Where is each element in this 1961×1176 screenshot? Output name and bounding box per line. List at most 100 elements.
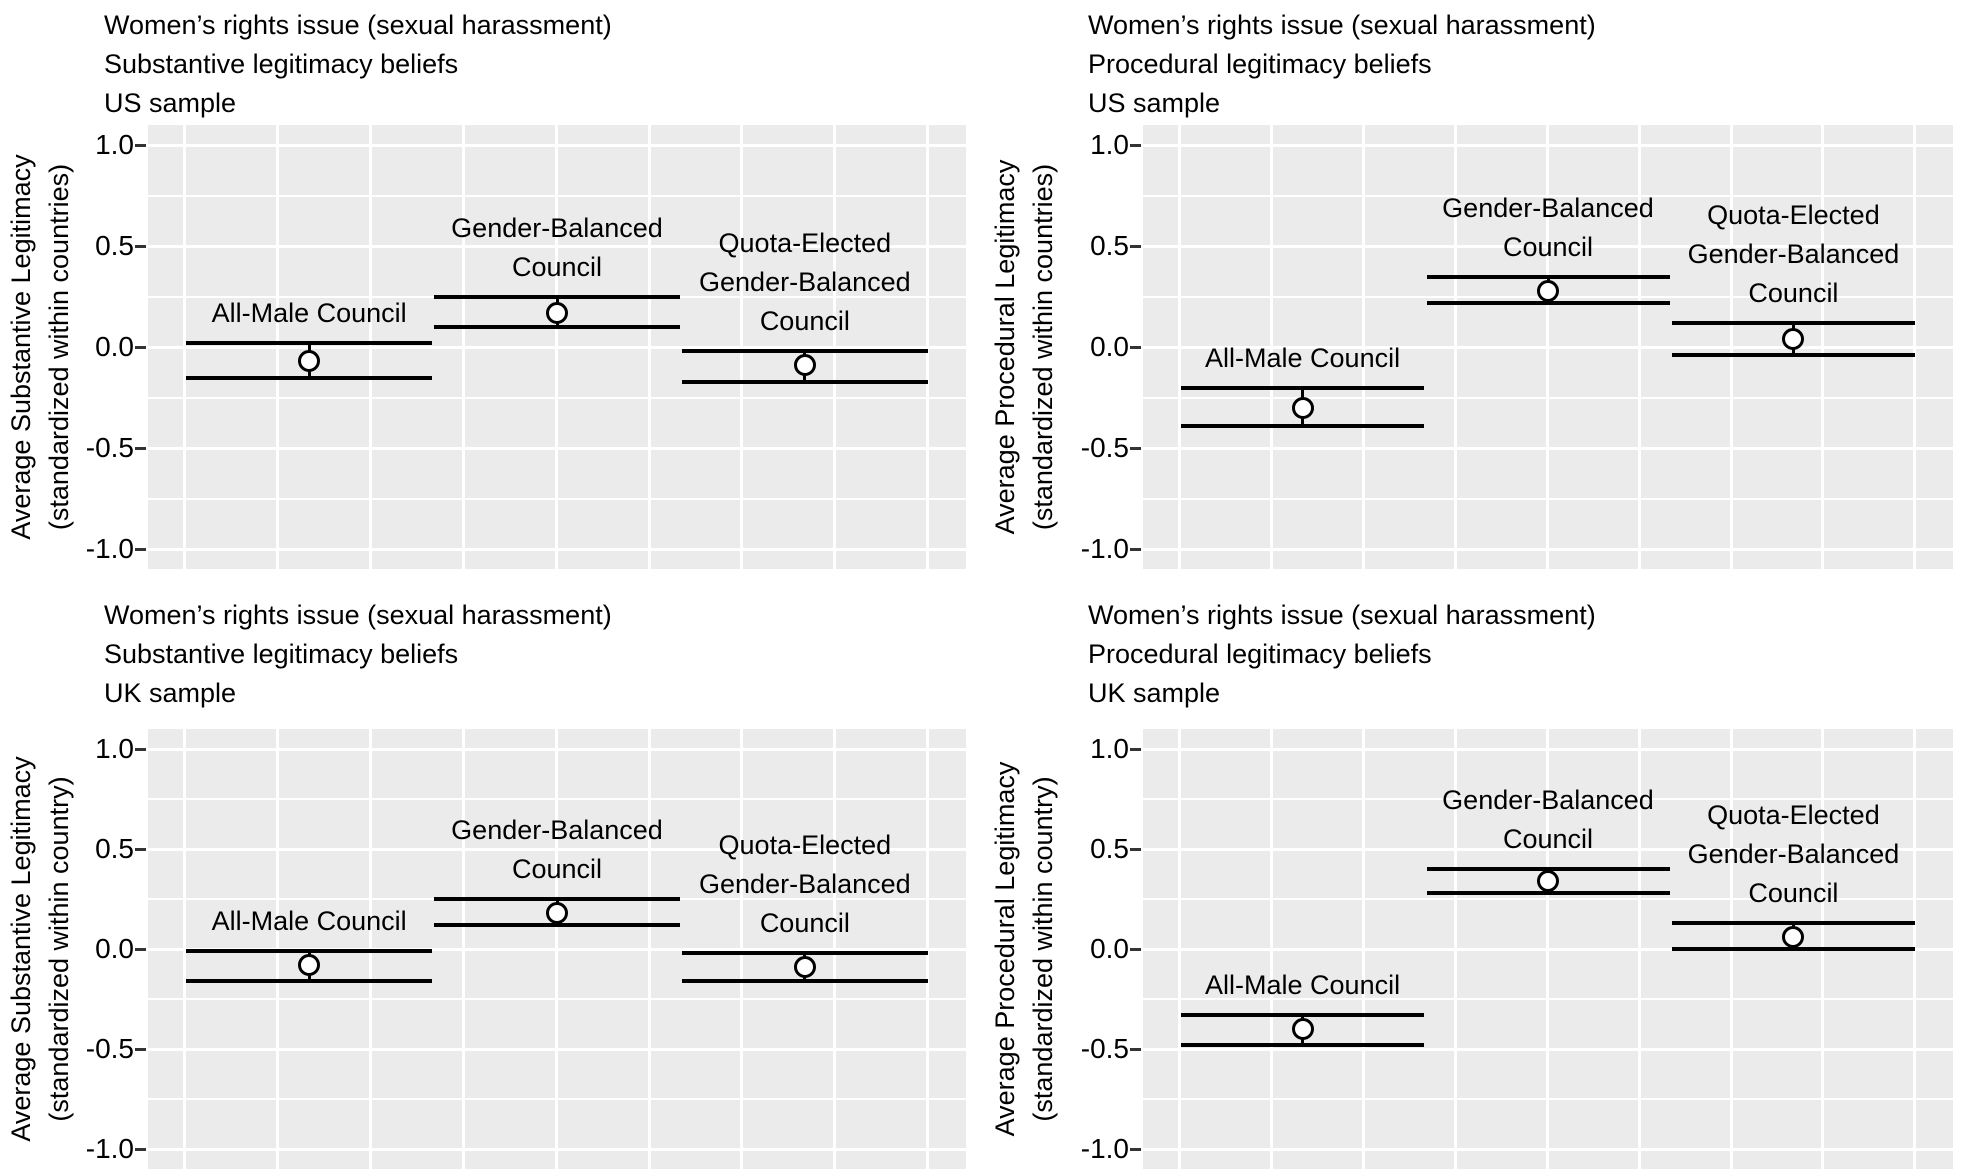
gridline-h-major — [148, 446, 966, 450]
errorbar-lower-cap — [682, 979, 928, 983]
y-tick-mark — [1130, 1147, 1141, 1151]
gridline-h-major — [148, 143, 966, 147]
y-tick-mark — [1130, 446, 1141, 450]
panel-plot-area — [148, 125, 966, 569]
errorbar-lower-cap — [1671, 947, 1915, 951]
category-label: Gender-Balanced Council — [451, 212, 663, 282]
errorbar-lower-cap — [1181, 423, 1425, 428]
gridline-h-major — [148, 847, 966, 851]
gridline-h-major — [1143, 547, 1953, 551]
errorbar-upper-cap — [434, 294, 680, 299]
panel-plot-area — [1143, 125, 1953, 569]
y-tick-mark — [135, 1147, 146, 1151]
y-tick-mark — [135, 244, 146, 248]
y-tick-label: 0.5 — [95, 230, 134, 262]
y-tick-mark — [135, 345, 146, 349]
category-label: Quota-Elected Gender-Balanced Council — [1687, 800, 1900, 908]
errorbar-lower-cap — [186, 979, 432, 983]
errorbar-upper-cap — [186, 949, 432, 953]
y-tick-label: -0.5 — [85, 1033, 134, 1064]
gridline-h-major — [1143, 244, 1953, 248]
gridline-h-major — [1143, 1147, 1953, 1151]
errorbar-upper-cap — [186, 341, 432, 346]
gridline-h-major — [1143, 143, 1953, 147]
category-label: Quota-Elected Gender-Balanced Council — [1687, 199, 1900, 308]
y-tick-mark — [1130, 847, 1141, 851]
y-tick-label: 0.0 — [1090, 933, 1129, 964]
category-label: All-Male Council — [211, 906, 407, 936]
gridline-h-major — [148, 547, 966, 551]
errorbar-lower-cap — [434, 923, 680, 927]
y-tick-mark — [1130, 244, 1141, 248]
gridline-h-major — [1143, 747, 1953, 751]
y-tick-label: -1.0 — [85, 533, 134, 565]
errorbar-lower-cap — [1671, 353, 1915, 358]
y-tick-mark — [1130, 345, 1141, 349]
point-marker — [1291, 1018, 1314, 1040]
y-tick-label: 0.0 — [1090, 331, 1129, 363]
y-tick-mark — [1130, 947, 1141, 951]
gridline-h-major — [148, 244, 966, 248]
point-marker — [1537, 279, 1559, 302]
y-tick-mark — [1130, 1047, 1141, 1051]
y-tick-label: -1.0 — [1080, 533, 1129, 565]
errorbar-lower-cap — [682, 379, 928, 384]
gridline-h-major — [148, 345, 966, 349]
y-tick-label: 0.0 — [95, 933, 134, 964]
category-label: Gender-Balanced Council — [1442, 192, 1654, 262]
errorbar-upper-cap — [1426, 274, 1670, 279]
point-marker — [1537, 870, 1559, 892]
y-tick-label: 0.0 — [95, 331, 134, 363]
y-tick-mark — [135, 143, 146, 147]
y-tick-mark — [135, 547, 146, 551]
y-tick-mark — [1130, 143, 1141, 147]
errorbar-lower-cap — [1426, 891, 1670, 895]
point-marker — [546, 301, 568, 324]
y-tick-mark — [135, 1047, 146, 1051]
gridline-h-major — [1143, 1047, 1953, 1051]
category-label: All-Male Council — [1205, 342, 1401, 373]
gridline-h-major — [148, 1147, 966, 1151]
y-tick-mark — [135, 446, 146, 450]
y-tick-label: 1.0 — [95, 129, 134, 161]
panel-title: Women’s rights issue (sexual harassment)… — [1088, 600, 1596, 708]
y-tick-mark — [135, 747, 146, 751]
point-marker — [298, 954, 321, 976]
y-tick-label: -0.5 — [1080, 432, 1129, 464]
point-marker — [1782, 328, 1805, 351]
y-tick-label: -0.5 — [85, 432, 134, 464]
gridline-h-major — [148, 1047, 966, 1051]
gridline-h-major — [1143, 847, 1953, 851]
panel-title: Women’s rights issue (sexual harassment)… — [1088, 10, 1596, 118]
panel-title: Women’s rights issue (sexual harassment)… — [104, 600, 612, 708]
y-tick-label: 1.0 — [1090, 129, 1129, 161]
y-tick-mark — [1130, 747, 1141, 751]
y-tick-label: -1.0 — [1080, 1133, 1129, 1164]
errorbar-upper-cap — [1671, 320, 1915, 325]
errorbar-upper-cap — [1426, 867, 1670, 871]
y-tick-label: 1.0 — [1090, 733, 1129, 764]
panel-title: Women’s rights issue (sexual harassment)… — [104, 10, 612, 118]
category-label: Gender-Balanced Council — [1442, 785, 1654, 854]
y-tick-label: 0.5 — [1090, 833, 1129, 864]
point-marker — [793, 354, 816, 377]
gridline-h-major — [1143, 446, 1953, 450]
point-marker — [298, 350, 321, 373]
point-marker — [1782, 926, 1805, 948]
errorbar-upper-cap — [1181, 1013, 1425, 1017]
category-label: All-Male Council — [211, 298, 407, 329]
y-tick-label: 0.5 — [1090, 230, 1129, 262]
gridline-h-major — [1143, 947, 1953, 951]
point-marker — [1291, 396, 1314, 419]
point-marker — [546, 902, 568, 924]
y-tick-label: -1.0 — [85, 1133, 134, 1164]
errorbar-lower-cap — [186, 375, 432, 380]
errorbar-lower-cap — [1181, 1043, 1425, 1047]
errorbar-upper-cap — [434, 897, 680, 901]
y-tick-label: 1.0 — [95, 733, 134, 764]
y-tick-label: -0.5 — [1080, 1033, 1129, 1064]
category-label: All-Male Council — [1205, 970, 1401, 1000]
gridline-h-major — [1143, 345, 1953, 349]
gridline-h-major — [148, 947, 966, 951]
